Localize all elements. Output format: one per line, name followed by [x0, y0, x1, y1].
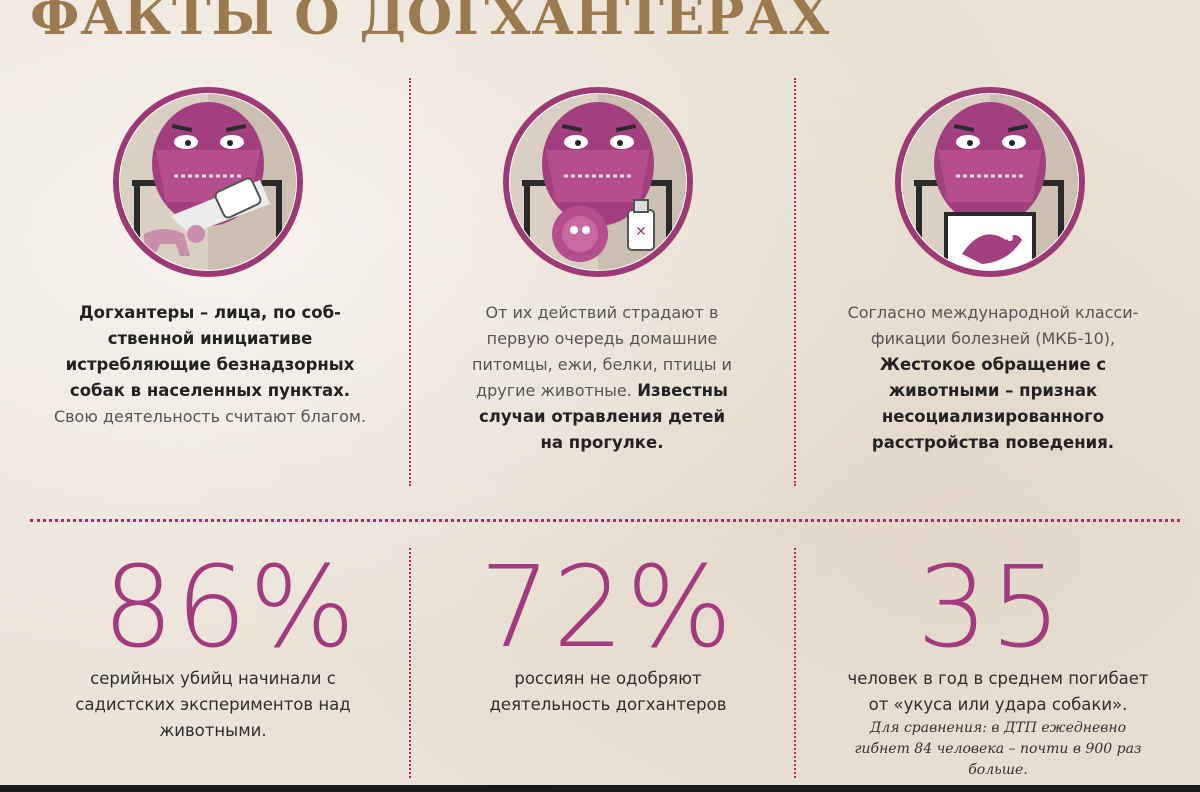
stat-caption-line: серийных убийц начинали с [90, 669, 336, 688]
fact-line: От их действий страдают в [485, 303, 719, 322]
stat-note-line: больше. [968, 762, 1028, 778]
fact-line: собак в населенных пунктах. [69, 381, 351, 400]
fact-line: Согласно международной класси- [847, 303, 1139, 322]
fact-line: первую очередь домашние [486, 329, 718, 348]
fact-line: несоциализированного [881, 407, 1105, 426]
fact-line: расстройства поведения. [871, 433, 1115, 452]
column-separator [409, 548, 411, 778]
column-separator [794, 78, 796, 486]
stat-note: Для сравнения: в ДТП ежедневно гибнет 84… [818, 718, 1178, 781]
svg-text:✕: ✕ [635, 224, 647, 240]
fact-line: на прогулке. [540, 433, 664, 452]
stat-caption: россиян не одобряют деятельность догхант… [428, 666, 788, 718]
bottom-bar [0, 785, 1200, 792]
stat-caption-line: от «укуса или удара собаки». [868, 695, 1128, 714]
stat-number: 35 [916, 543, 1064, 673]
fact-line: истребляющие безнадзорных [65, 355, 355, 374]
fact-line: другие животные. [476, 381, 632, 400]
column-separator [409, 78, 411, 486]
column-separator [794, 548, 796, 778]
doghunter-with-bird-in-box-icon [895, 87, 1085, 277]
stat-caption-line: садистских экспериментов над [75, 695, 351, 714]
fact-line: Жестокое обращение с [879, 355, 1107, 374]
fact-line: Свою деятельность считают благом. [53, 407, 367, 426]
stat-caption: серийных убийц начинали с садистских экс… [33, 666, 393, 744]
stat-caption-line: россиян не одобряют [514, 669, 702, 688]
stat-caption-line: человек в год в среднем погибает [847, 669, 1149, 688]
stat-caption-line: деятельность догхантеров [489, 695, 727, 714]
fact-line: фикации болезней (МКБ-10), [870, 329, 1116, 348]
fact-victims: От их действий страдают в первую очередь… [427, 300, 777, 456]
fact-line: питомцы, ежи, белки, птицы и [472, 355, 732, 374]
page-title: ФАКТЫ О ДОГХАНТЕРАХ [30, 0, 831, 47]
fact-line: животными – признак [888, 381, 1098, 400]
section-separator [30, 519, 1180, 522]
fact-icd10: Согласно международной класси- фикации б… [818, 300, 1168, 456]
fact-line: Догхантеры – лица, по соб- [78, 303, 342, 322]
stat-caption: человек в год в среднем погибает от «уку… [818, 666, 1178, 718]
fact-line: случаи отравления детей [478, 407, 726, 426]
stat-number: 86% [102, 543, 358, 673]
fact-line: Известны [637, 381, 728, 400]
stat-caption-line: животными. [159, 721, 267, 740]
fact-definition: Догхантеры – лица, по соб- ственной иниц… [35, 300, 385, 430]
fact-line: ственной инициативе [107, 329, 313, 348]
stat-number: 72% [479, 543, 735, 673]
doghunter-with-poison-and-dog-icon [113, 87, 303, 277]
stat-note-line: Для сравнения: в ДТП ежедневно [869, 720, 1127, 736]
stat-note-line: гибнет 84 человека – почти в 900 раз [854, 741, 1142, 757]
doghunter-with-poison-and-hedgehog-icon: ✕ [503, 87, 693, 277]
